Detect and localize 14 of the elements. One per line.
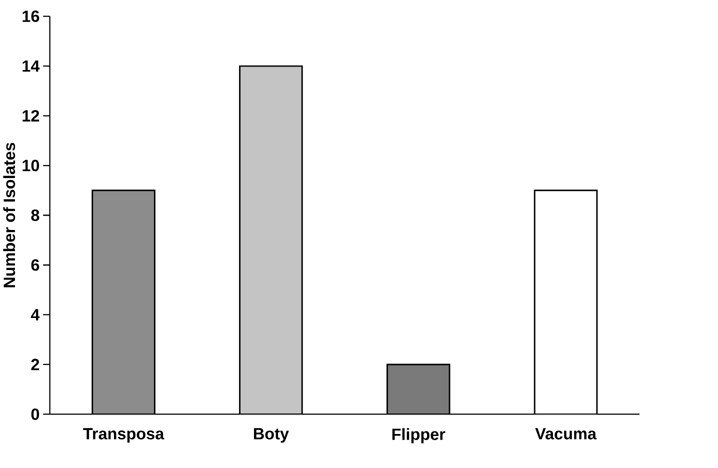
y-tick-label: 12 (22, 110, 40, 122)
x-tick-label: Vacuma (535, 428, 597, 440)
y-tick-label: 8 (31, 210, 40, 222)
y-tick-label: 16 (22, 10, 40, 22)
y-tick-label: 6 (31, 259, 40, 271)
y-tick-label: 2 (31, 358, 40, 370)
y-tick-label: 10 (22, 160, 40, 172)
x-tick-label: Boty (254, 428, 289, 443)
x-tick-label: Transposa (83, 428, 164, 443)
y-tick-label: 4 (30, 309, 40, 320)
y-axis-title: Number of Isolates (3, 142, 16, 288)
y-tick-label: 14 (22, 60, 40, 72)
x-tick-label: Flipper (392, 428, 446, 444)
y-tick-label: 0 (31, 408, 40, 420)
